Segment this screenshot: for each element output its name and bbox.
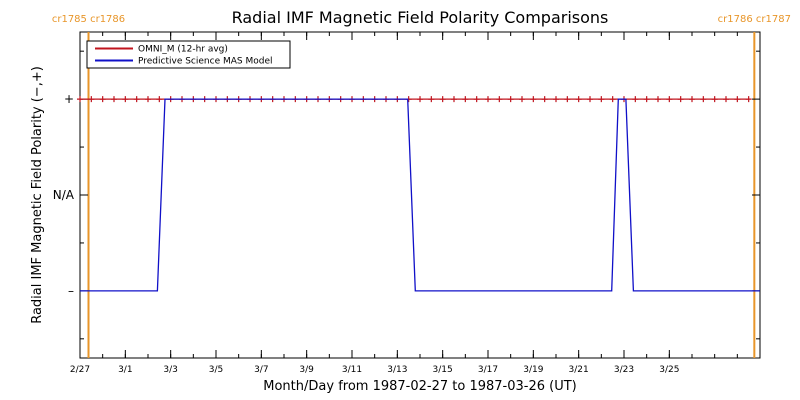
omni-data-point <box>99 96 106 103</box>
x-tick-label: 3/21 <box>569 365 589 375</box>
omni-data-point <box>655 96 661 103</box>
x-tick-label: 3/17 <box>478 365 498 375</box>
legend-label-mas: Predictive Science MAS Model <box>138 57 273 67</box>
omni-data-point <box>519 96 525 103</box>
omni-data-point <box>111 96 117 103</box>
omni-data-point <box>473 96 480 103</box>
omni-data-point <box>541 96 548 103</box>
legend-label-omni: OMNI_M (12-hr avg) <box>138 45 228 55</box>
x-tick-label: 3/19 <box>523 365 543 375</box>
x-tick-label: 3/7 <box>254 365 268 375</box>
legend-box <box>86 40 291 69</box>
omni-data-point <box>643 96 650 103</box>
x-tick-label: 3/13 <box>387 365 407 375</box>
y-tick-label: N/A <box>53 188 75 202</box>
omni-data-point <box>145 96 151 103</box>
omni-data-point <box>428 96 435 103</box>
x-axis: 2/27 3/1 3/3 3/5 3/7 3/9 3/11 3/13 3/15 3/17 3/19 3… <box>70 32 761 375</box>
omni-data-point <box>553 96 559 103</box>
x-tick-label: 3/23 <box>614 365 634 375</box>
omni-data-point <box>156 96 163 103</box>
y-axis-title: Radial IMF Magnetic Field Polarity (−,+) <box>30 66 45 324</box>
omni-data-point <box>632 96 639 103</box>
omni-data-point <box>485 96 491 103</box>
omni-data-point <box>77 96 83 103</box>
legend: OMNI_M (12-hr avg) Predictive Science MA… <box>86 40 291 69</box>
x-tick-label: 3/25 <box>659 365 679 375</box>
omni-data-point <box>439 96 446 103</box>
x-tick-label: 3/15 <box>433 365 453 375</box>
omni-data-point <box>133 96 140 103</box>
omni-data-point <box>417 96 423 103</box>
y-axis: + N/A – <box>53 50 760 340</box>
carrington-label: cr1786 cr1787 <box>718 14 791 25</box>
omni-data-point <box>689 96 695 103</box>
omni-data-point <box>609 96 616 103</box>
carrington-label: cr1785 cr1786 <box>52 14 125 25</box>
series-layer <box>77 96 760 292</box>
x-tick-label: 3/5 <box>209 365 223 375</box>
omni-data-point <box>122 96 129 103</box>
omni-data-point <box>598 96 605 103</box>
x-axis-title: Month/Day from 1987-02-27 to 1987-03-26 … <box>263 379 576 394</box>
omni-data-point <box>564 96 571 103</box>
y-tick-label: – <box>68 284 74 298</box>
omni-data-point <box>711 96 718 103</box>
plot-area <box>79 31 761 359</box>
omni-data-point <box>88 96 95 103</box>
x-tick-label: 3/11 <box>342 365 362 375</box>
chart-title: Radial IMF Magnetic Field Polarity Compa… <box>232 8 609 27</box>
x-tick-label: 3/9 <box>299 365 314 375</box>
y-tick-label: + <box>64 92 74 106</box>
omni-data-point <box>745 96 752 103</box>
omni-data-point <box>666 96 673 103</box>
omni-data-point <box>677 96 684 103</box>
omni-data-point <box>530 96 537 103</box>
omni-data-point <box>496 96 503 103</box>
omni-data-point <box>587 96 593 103</box>
omni-data-point <box>734 96 741 103</box>
omni-data-point <box>700 96 707 103</box>
omni-data-point <box>462 96 469 103</box>
x-tick-label: 3/1 <box>118 365 132 375</box>
omni-data-point <box>575 96 582 103</box>
x-tick-label: 3/3 <box>163 365 177 375</box>
omni-data-point <box>723 96 729 103</box>
mas-series-line <box>80 98 760 292</box>
omni-data-point <box>507 96 514 103</box>
x-tick-label: 2/27 <box>70 365 90 375</box>
plot-border <box>79 31 761 359</box>
omni-data-point <box>451 96 457 103</box>
